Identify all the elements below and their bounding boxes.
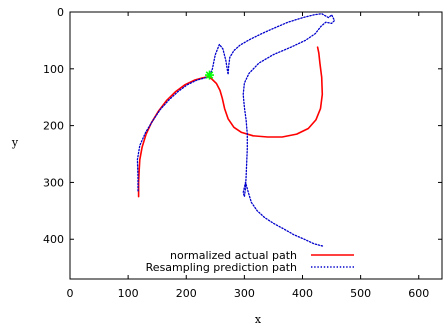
y-axis-label: y <box>11 136 19 149</box>
x-tick-label: 600 <box>408 287 429 300</box>
x-tick-label: 200 <box>176 287 197 300</box>
start-marker <box>205 70 214 80</box>
y-tick-label: 100 <box>43 63 64 76</box>
y-tick-label: 300 <box>43 176 64 189</box>
series-prediction-path <box>136 13 336 247</box>
y-tick-label: 200 <box>43 120 64 133</box>
x-tick-label: 0 <box>67 287 74 300</box>
x-tick-label: 100 <box>118 287 139 300</box>
y-tick-label: 0 <box>57 6 64 19</box>
legend-label-prediction: Resampling prediction path <box>146 261 297 274</box>
marker-layer <box>205 70 214 80</box>
plot-frame <box>69 11 443 280</box>
legend-label-actual: normalized actual path <box>170 249 297 262</box>
x-axis-label: x <box>255 313 262 326</box>
x-tick-label: 300 <box>234 287 255 300</box>
x-tick-label: 400 <box>292 287 313 300</box>
axis-ticks: 0 100 200 300 400 500 600 0 100 200 300 400 <box>43 6 442 300</box>
x-tick-label: 500 <box>350 287 371 300</box>
y-tick-label: 400 <box>43 233 64 246</box>
legend: normalized actual path Resampling predic… <box>146 249 354 274</box>
series-layer <box>136 13 336 247</box>
series-actual-path <box>137 46 324 198</box>
